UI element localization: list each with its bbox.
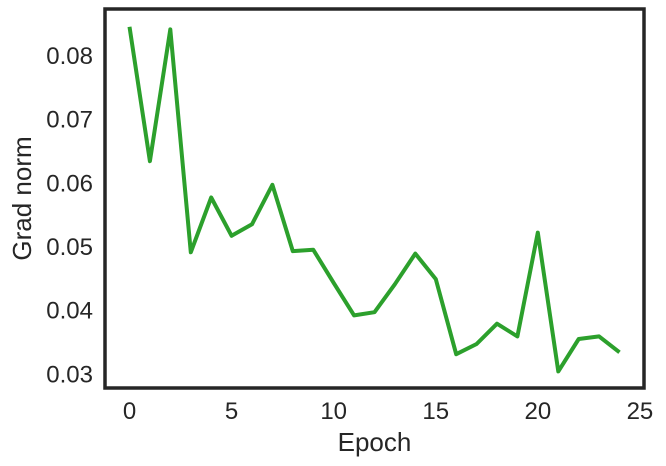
y-tick-labels: 0.03 0.04 0.05 0.06 0.07 0.08 [46,43,93,388]
x-tick-label: 20 [524,398,551,425]
y-tick-label: 0.07 [46,107,93,134]
y-tick-label: 0.04 [46,298,93,325]
x-tick-label: 25 [627,398,654,425]
plot-background [105,9,644,388]
y-tick-label: 0.08 [46,43,93,70]
plot-frame [103,7,646,390]
y-tick-label: 0.05 [46,234,93,261]
x-tick-label: 15 [422,398,449,425]
x-tick-labels: 0 5 10 15 20 25 [123,398,653,425]
y-axis-label: Grad norm [7,136,37,260]
series-layer [127,26,621,374]
x-tick-label: 0 [123,398,136,425]
x-tick-label: 10 [320,398,347,425]
series-line-0 [127,26,621,374]
y-tick-label: 0.06 [46,170,93,197]
x-tick-label: 5 [225,398,238,425]
y-tick-label: 0.03 [46,361,93,388]
x-axis-label: Epoch [338,427,412,457]
